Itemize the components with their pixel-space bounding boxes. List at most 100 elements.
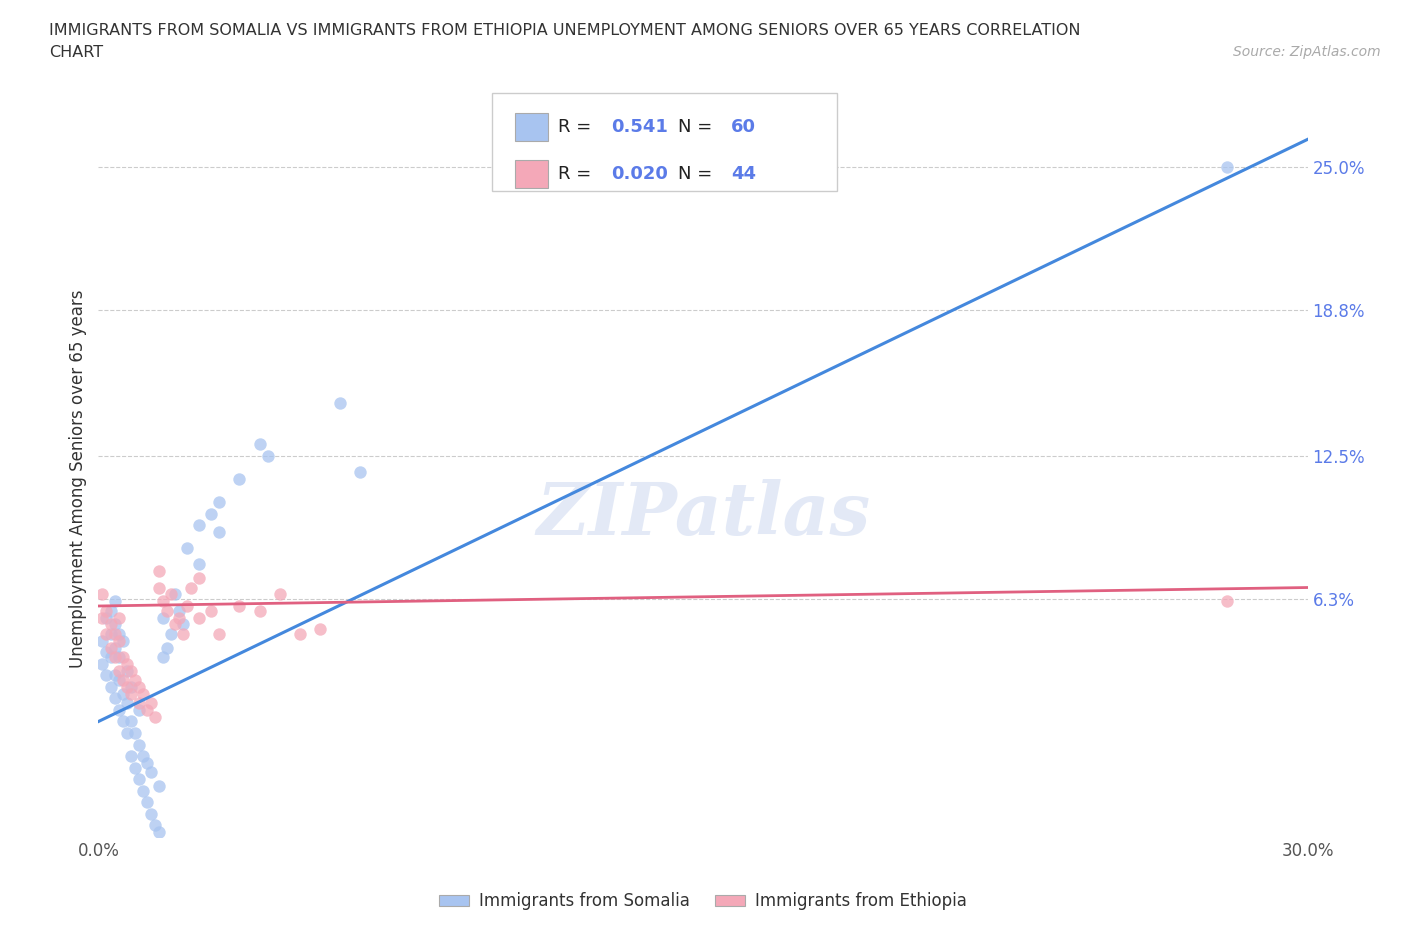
Point xyxy=(91,657,114,671)
Text: R =: R = xyxy=(558,165,598,183)
Point xyxy=(152,594,174,609)
Text: 0.020: 0.020 xyxy=(612,165,668,183)
Point xyxy=(200,506,222,521)
Point xyxy=(91,587,114,602)
Y-axis label: Unemployment Among Seniors over 65 years: Unemployment Among Seniors over 65 years xyxy=(69,290,87,668)
Point xyxy=(309,621,332,636)
Point xyxy=(269,587,291,602)
Point xyxy=(188,571,211,586)
Point xyxy=(152,610,174,625)
Point xyxy=(115,663,138,678)
Point xyxy=(100,640,122,655)
Point xyxy=(143,710,166,724)
Point xyxy=(115,657,138,671)
Point xyxy=(188,557,211,572)
Point xyxy=(107,672,129,687)
Point xyxy=(124,725,146,740)
Point xyxy=(143,818,166,833)
Point xyxy=(163,617,186,631)
Point xyxy=(100,680,122,695)
Point xyxy=(135,702,157,717)
Point xyxy=(100,649,122,664)
Point xyxy=(132,749,155,764)
Point xyxy=(128,772,150,787)
Point xyxy=(120,714,142,729)
Point xyxy=(96,604,118,618)
Point xyxy=(128,696,150,711)
Text: R =: R = xyxy=(558,118,598,137)
Legend: Immigrants from Somalia, Immigrants from Ethiopia: Immigrants from Somalia, Immigrants from… xyxy=(433,885,973,917)
Point xyxy=(1216,160,1239,175)
Point xyxy=(96,644,118,659)
Text: 60: 60 xyxy=(731,118,756,137)
Point xyxy=(115,725,138,740)
Point xyxy=(139,806,162,821)
Point xyxy=(107,649,129,664)
Point xyxy=(115,680,138,695)
Point xyxy=(103,668,125,683)
Point xyxy=(100,617,122,631)
Point xyxy=(228,599,250,614)
Point xyxy=(120,686,142,701)
Point xyxy=(111,714,134,729)
Point xyxy=(124,760,146,775)
Point xyxy=(256,448,278,463)
Point xyxy=(249,604,271,618)
Point xyxy=(128,737,150,752)
Point xyxy=(160,626,183,641)
Point xyxy=(160,587,183,602)
Text: ZIPatlas: ZIPatlas xyxy=(536,479,870,551)
Point xyxy=(103,594,125,609)
Point xyxy=(103,617,125,631)
Point xyxy=(139,764,162,779)
Point xyxy=(111,672,134,687)
Point xyxy=(107,626,129,641)
Text: 0.541: 0.541 xyxy=(612,118,668,137)
Point xyxy=(128,702,150,717)
Point xyxy=(107,702,129,717)
Point xyxy=(107,663,129,678)
Point xyxy=(96,668,118,683)
Point xyxy=(200,604,222,618)
Point xyxy=(208,525,231,539)
Point xyxy=(228,472,250,486)
Text: Source: ZipAtlas.com: Source: ZipAtlas.com xyxy=(1233,45,1381,59)
Point xyxy=(91,610,114,625)
Point xyxy=(120,680,142,695)
Point xyxy=(111,633,134,648)
Point xyxy=(96,626,118,641)
Point xyxy=(249,437,271,452)
Point xyxy=(208,626,231,641)
Point xyxy=(172,626,194,641)
Point xyxy=(135,795,157,810)
Point xyxy=(103,649,125,664)
Text: N =: N = xyxy=(678,118,717,137)
Point xyxy=(120,749,142,764)
Point xyxy=(111,686,134,701)
Point xyxy=(1216,594,1239,609)
Point xyxy=(107,633,129,648)
Point xyxy=(176,599,198,614)
Point xyxy=(167,610,190,625)
Point xyxy=(208,495,231,510)
Text: N =: N = xyxy=(678,165,717,183)
Point xyxy=(111,649,134,664)
Point xyxy=(139,696,162,711)
Point xyxy=(135,756,157,771)
Point xyxy=(152,649,174,664)
Point xyxy=(148,778,170,793)
Point xyxy=(167,604,190,618)
Point xyxy=(107,610,129,625)
Point xyxy=(120,663,142,678)
Point xyxy=(329,395,352,410)
Point xyxy=(91,633,114,648)
Point xyxy=(188,518,211,533)
Point xyxy=(288,626,311,641)
Point xyxy=(103,691,125,706)
Point xyxy=(96,610,118,625)
Point xyxy=(132,783,155,798)
Point xyxy=(156,604,179,618)
Point xyxy=(100,604,122,618)
Point xyxy=(172,617,194,631)
Point xyxy=(115,696,138,711)
